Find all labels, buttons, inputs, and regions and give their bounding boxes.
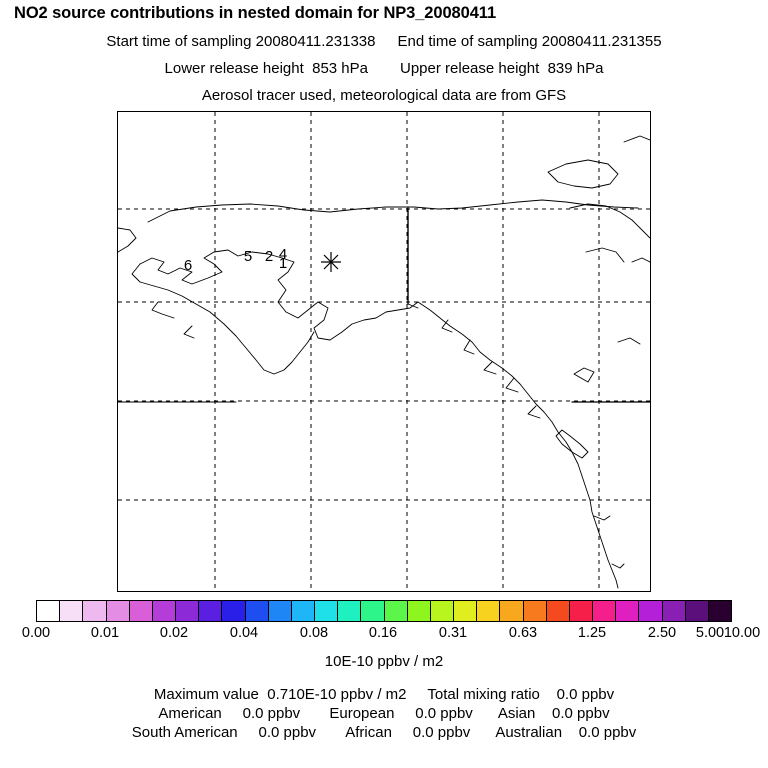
color-swatch-21	[523, 601, 547, 621]
page-title: NO2 source contributions in nested domai…	[14, 4, 497, 22]
color-swatch-20	[500, 601, 524, 621]
australian-label: Australian	[495, 724, 563, 741]
color-swatch-25	[616, 601, 640, 621]
color-scale-tick-10: 5.00	[695, 625, 725, 641]
color-swatch-2	[83, 601, 107, 621]
color-scale-tick-6: 0.31	[438, 625, 468, 641]
start-time-text: Start time of sampling 20080411.231338	[106, 33, 376, 50]
color-swatch-24	[593, 601, 617, 621]
release-height-row: Lower release height 853 hPa Upper relea…	[0, 60, 768, 77]
color-swatch-17	[430, 601, 455, 621]
tracer-info-text: Aerosol tracer used, meteorological data…	[201, 87, 567, 104]
sampling-time-row: Start time of sampling 20080411.231338 E…	[0, 33, 768, 50]
end-time-text: End time of sampling 20080411.231355	[397, 33, 662, 50]
summary-footer: Maximum value 0.710E-10 ppbv / m2 Total …	[0, 686, 768, 741]
color-swatch-4	[129, 601, 153, 621]
american-label: American	[158, 705, 222, 722]
color-scale-ticks: 0.00 0.01 0.02 0.04 0.08 0.16 0.31 0.63 1.25 2.50…	[0, 625, 768, 641]
color-swatch-27	[662, 601, 686, 621]
total-mixing-ratio-label: Total mixing ratio	[427, 686, 540, 703]
color-scale-tick-9: 2.50	[647, 625, 677, 641]
color-swatch-26	[639, 601, 663, 621]
color-swatch-16	[407, 601, 431, 621]
marker-5: 5	[244, 248, 252, 265]
australian-value: 0.0 ppbv	[578, 724, 637, 741]
color-scale-tick-2: 0.02	[159, 625, 189, 641]
color-swatch-12	[315, 601, 339, 621]
color-scale-tick-0: 0.00	[21, 625, 51, 641]
color-scale-tick-1: 0.01	[90, 625, 120, 641]
asian-label: Asian	[497, 705, 536, 722]
lower-release-height-text: Lower release height 853 hPa	[164, 60, 368, 77]
european-label: European	[329, 705, 395, 722]
color-swatch-29	[708, 601, 732, 621]
african-label: African	[345, 724, 392, 741]
asian-value: 0.0 ppbv	[552, 705, 610, 722]
marker-2: 2	[265, 248, 273, 265]
maximum-value-label: Maximum value	[153, 686, 259, 703]
color-swatch-15	[384, 601, 408, 621]
upper-release-height-text: Upper release height 839 hPa	[400, 60, 604, 77]
color-scale-tick-4: 0.08	[299, 625, 329, 641]
marker-6: 6	[184, 257, 192, 274]
color-swatch-7	[199, 601, 223, 621]
release-star-icon	[321, 252, 341, 272]
european-value: 0.0 ppbv	[415, 705, 473, 722]
color-swatch-9	[245, 601, 269, 621]
african-value: 0.0 ppbv	[412, 724, 471, 741]
color-swatch-22	[546, 601, 570, 621]
color-swatch-11	[291, 601, 316, 621]
total-mixing-ratio-value: 0.0 ppbv	[556, 686, 615, 703]
region-row-1: American 0.0 ppbv European 0.0 ppbv Asia…	[0, 705, 768, 722]
maximum-value-text: 0.710E-10 ppbv / m2	[267, 686, 407, 703]
color-scale-tick-7: 0.63	[508, 625, 538, 641]
color-scale-bar	[36, 600, 732, 622]
graticule-lines	[118, 112, 650, 591]
color-scale-unit-label: 10E-10 ppbv / m2	[324, 653, 444, 670]
color-swatch-19	[477, 601, 501, 621]
color-scale-tick-5: 0.16	[368, 625, 398, 641]
south-american-label: South American	[131, 724, 238, 741]
color-swatch-14	[361, 601, 385, 621]
color-swatch-6	[176, 601, 200, 621]
color-swatch-0	[37, 601, 61, 621]
map-panel[interactable]: 6 5 2 4 1	[117, 111, 651, 592]
marker-1: 1	[279, 255, 287, 272]
color-swatch-13	[338, 601, 362, 621]
color-scale-tick-8: 1.25	[577, 625, 607, 641]
coastline-paths	[118, 135, 650, 589]
region-row-2: South American 0.0 ppbv African 0.0 ppbv…	[0, 724, 768, 741]
american-value: 0.0 ppbv	[242, 705, 301, 722]
color-scale-tick-11: 10.00	[723, 625, 761, 641]
color-swatch-10	[268, 601, 292, 621]
south-american-value: 0.0 ppbv	[258, 724, 317, 741]
marker-4: 4	[279, 246, 287, 263]
color-swatch-8	[222, 601, 246, 621]
max-value-row: Maximum value 0.710E-10 ppbv / m2 Total …	[0, 686, 768, 703]
color-swatch-5	[152, 601, 177, 621]
color-swatch-1	[60, 601, 84, 621]
color-scale-tick-3: 0.04	[229, 625, 259, 641]
map-markers: 6 5 2 4 1	[184, 246, 341, 274]
color-swatch-18	[454, 601, 478, 621]
color-swatch-23	[569, 601, 594, 621]
color-swatch-3	[106, 601, 130, 621]
color-swatch-28	[685, 601, 709, 621]
map-canvas: 6 5 2 4 1	[118, 112, 650, 591]
